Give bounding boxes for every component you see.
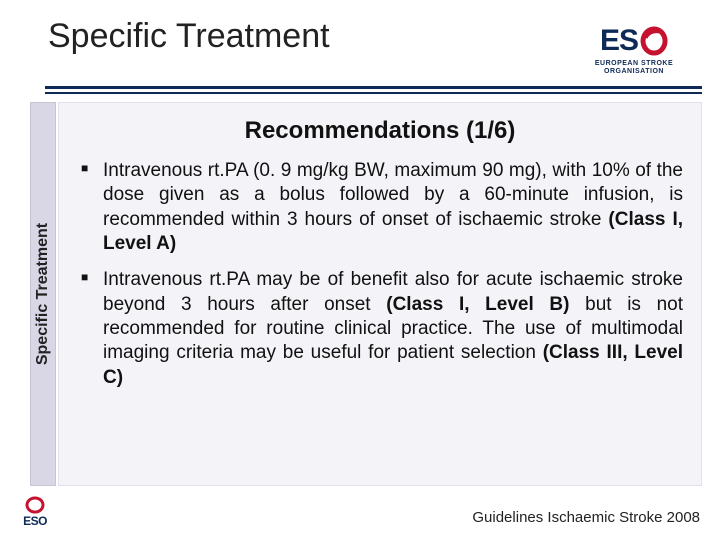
list-item: Intravenous rt.PA (0. 9 mg/kg BW, maximu… (81, 159, 683, 256)
subtitle: Recommendations (1/6) (77, 117, 683, 145)
mini-swirl-icon (24, 496, 46, 514)
bullet-text: Intravenous rt.PA (0. 9 mg/kg BW, maximu… (103, 160, 683, 230)
mini-right: O (38, 514, 47, 528)
footer-text: Guidelines Ischaemic Stroke 2008 (472, 509, 700, 526)
logo-subtext: EUROPEAN STROKE ORGANISATION (595, 60, 673, 75)
logo-letters-left: ES (600, 24, 638, 58)
page-title: Specific Treatment (48, 18, 330, 55)
logo-mark: ES (600, 24, 668, 58)
org-logo: ES EUROPEAN STROKE ORGANISATION (568, 18, 700, 82)
sidebar-label: Specific Treatment (34, 223, 52, 365)
content-panel: Recommendations (1/6) Intravenous rt.PA … (58, 102, 702, 486)
divider-line-top (45, 86, 702, 89)
logo-line1: EUROPEAN STROKE (595, 60, 673, 67)
divider-line-mid (45, 92, 702, 94)
bullet-list: Intravenous rt.PA (0. 9 mg/kg BW, maximu… (77, 159, 683, 390)
logo-line2: ORGANISATION (604, 68, 664, 75)
list-item: Intravenous rt.PA may be of benefit also… (81, 268, 683, 390)
logo-swirl-icon (640, 26, 668, 56)
title-row: Specific Treatment ES EUROPEAN STROKE OR… (48, 18, 700, 88)
evidence-level: (Class I, Level B) (386, 294, 569, 315)
mini-logo-letters: ESO (23, 514, 47, 528)
mini-left: ES (23, 514, 38, 528)
slide: Specific Treatment ES EUROPEAN STROKE OR… (0, 0, 720, 540)
mini-logo: ESO (14, 494, 56, 530)
sidebar-tab: Specific Treatment (30, 102, 56, 486)
